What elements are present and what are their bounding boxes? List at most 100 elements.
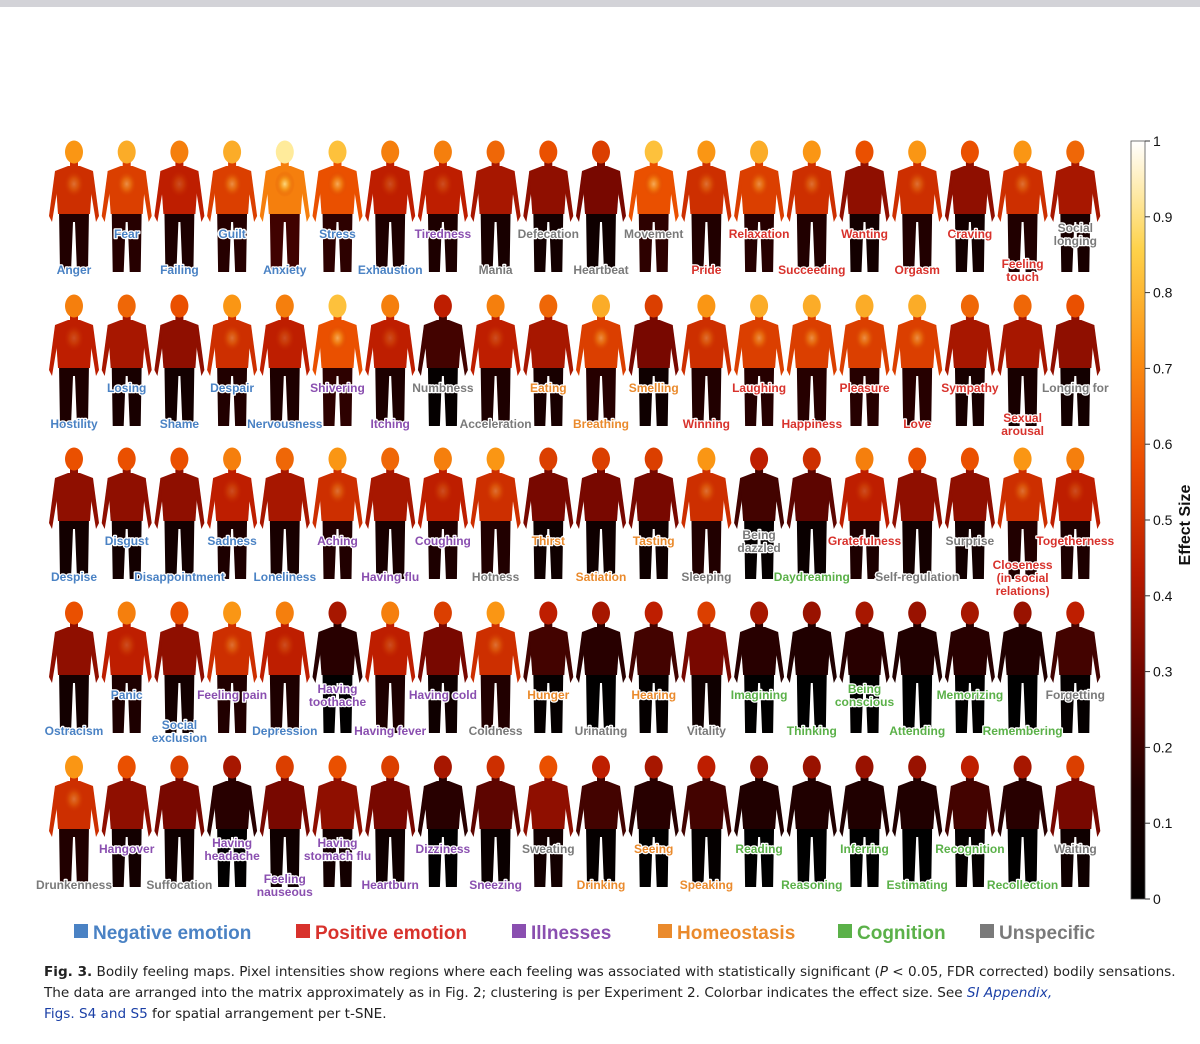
figures-layer bbox=[49, 140, 1101, 887]
feeling-label: Thinking bbox=[787, 724, 837, 738]
body-map-figure bbox=[997, 140, 1048, 272]
feeling-label: Movement bbox=[624, 227, 683, 241]
legend-label: Positive emotion bbox=[315, 923, 467, 944]
feeling-label: Ostracism bbox=[45, 724, 104, 738]
feeling-label: Winning bbox=[683, 417, 730, 431]
body-map-figure bbox=[207, 601, 258, 733]
body-map-figure bbox=[997, 755, 1048, 887]
body-map-figure bbox=[154, 294, 205, 426]
body-map-figure bbox=[839, 140, 890, 272]
feeling-label: Pleasure bbox=[839, 381, 889, 395]
body-map-figure bbox=[365, 294, 416, 426]
body-map-figure bbox=[1050, 601, 1101, 733]
body-map-figure bbox=[786, 294, 837, 426]
body-map-figure bbox=[786, 447, 837, 579]
feeling-label: Memorizing bbox=[937, 688, 1004, 702]
body-map-figure bbox=[944, 140, 995, 272]
feeling-label: Craving bbox=[948, 227, 993, 241]
body-map-figure bbox=[470, 601, 521, 733]
feeling-label: Being dazzled bbox=[737, 528, 780, 555]
body-map-figure bbox=[944, 601, 995, 733]
feeling-label: Having flu bbox=[361, 570, 419, 584]
feeling-label: Drinking bbox=[577, 878, 626, 892]
body-map-figure bbox=[523, 447, 574, 579]
category-legend: Negative emotion Positive emotion Illnesse… bbox=[74, 923, 1096, 944]
feeling-label: Sympathy bbox=[941, 381, 999, 395]
legend-item: Negative emotion bbox=[74, 923, 251, 944]
body-map-figure bbox=[681, 601, 732, 733]
feeling-label: Having toothache bbox=[309, 682, 367, 709]
feeling-label: Daydreaming bbox=[774, 570, 850, 584]
feeling-label: Self-regulation bbox=[875, 570, 959, 584]
feeling-label: Sweating bbox=[522, 842, 575, 856]
feeling-label: Despair bbox=[210, 381, 254, 395]
body-map-figure bbox=[154, 140, 205, 272]
body-map-figure bbox=[576, 447, 626, 579]
body-map-figure bbox=[207, 755, 258, 887]
legend-item: Homeostasis bbox=[658, 923, 795, 944]
si-appendix-link[interactable]: SI Appendix, bbox=[966, 985, 1053, 1001]
body-map-figure bbox=[734, 294, 785, 426]
body-map-figure bbox=[154, 447, 205, 579]
feeling-label: Reading bbox=[735, 842, 782, 856]
body-map-figure bbox=[417, 601, 468, 733]
feeling-label: Hostility bbox=[50, 417, 98, 431]
legend-label: Illnesses bbox=[531, 923, 611, 944]
body-map-figure bbox=[312, 755, 363, 887]
feeling-label: Social longing bbox=[1054, 221, 1097, 248]
body-map-figure bbox=[628, 447, 679, 579]
colorbar-tick-label: 0.5 bbox=[1153, 512, 1173, 528]
body-map-figure bbox=[1050, 447, 1101, 579]
feeling-label: Wanting bbox=[841, 227, 888, 241]
body-map-figure bbox=[576, 755, 626, 887]
feeling-label: Gratefulness bbox=[828, 534, 902, 548]
colorbar-tick-label: 0.1 bbox=[1153, 815, 1173, 831]
colorbar-tick-label: 0.3 bbox=[1153, 664, 1173, 680]
body-map-figure bbox=[681, 294, 732, 426]
feeling-label: Vitality bbox=[687, 724, 726, 738]
feeling-label: Laughing bbox=[732, 381, 786, 395]
body-map-figure bbox=[259, 755, 310, 887]
feeling-label: Sexual arousal bbox=[1001, 411, 1044, 438]
colorbar-tick-label: 0.2 bbox=[1153, 739, 1173, 755]
body-map-figure bbox=[681, 447, 732, 579]
body-map-figure bbox=[523, 294, 574, 426]
colorbar-tick-label: 0.8 bbox=[1153, 285, 1173, 301]
colorbar-tick-label: 1 bbox=[1153, 133, 1161, 149]
colorbar-tick-label: 0 bbox=[1153, 891, 1161, 907]
feeling-label: Surprise bbox=[946, 534, 995, 548]
feeling-label: Feeling pain bbox=[197, 688, 267, 702]
body-map-matrix: Anger Fear Failing Guilt Anxiety Stress Exhaus… bbox=[35, 133, 1194, 944]
body-map-figure bbox=[101, 294, 152, 426]
body-map-figure bbox=[259, 601, 310, 733]
feeling-label: Sleeping bbox=[681, 570, 731, 584]
body-map-figure bbox=[101, 601, 152, 733]
feeling-label: Tasting bbox=[633, 534, 675, 548]
feeling-label: Defecation bbox=[518, 227, 579, 241]
body-map-figure bbox=[892, 447, 943, 579]
feeling-label: Imagining bbox=[731, 688, 788, 702]
body-map-figure bbox=[259, 140, 310, 272]
legend-item: Positive emotion bbox=[296, 923, 467, 944]
body-map-figure bbox=[944, 447, 995, 579]
body-map-figure bbox=[207, 294, 258, 426]
body-map-figure bbox=[365, 447, 416, 579]
feeling-label: Waiting bbox=[1054, 842, 1097, 856]
colorbar-tick-label: 0.6 bbox=[1153, 436, 1173, 452]
body-map-figure bbox=[576, 294, 626, 426]
body-map-figure bbox=[523, 755, 574, 887]
si-figures-link[interactable]: Figs. S4 and S5 bbox=[44, 1006, 148, 1022]
body-map-figure bbox=[628, 755, 679, 887]
feeling-label: Feeling nauseous bbox=[257, 872, 313, 899]
feeling-label: Panic bbox=[111, 688, 143, 702]
body-map-figure bbox=[365, 755, 416, 887]
feeling-label: Tiredness bbox=[415, 227, 472, 241]
feeling-label: Reasoning bbox=[781, 878, 842, 892]
body-map-figure bbox=[49, 447, 99, 579]
feeling-label: Suffocation bbox=[146, 878, 212, 892]
body-map-figure bbox=[365, 140, 416, 272]
body-map-figure bbox=[417, 294, 468, 426]
body-map-figure bbox=[523, 601, 574, 733]
feeling-label: Losing bbox=[107, 381, 146, 395]
